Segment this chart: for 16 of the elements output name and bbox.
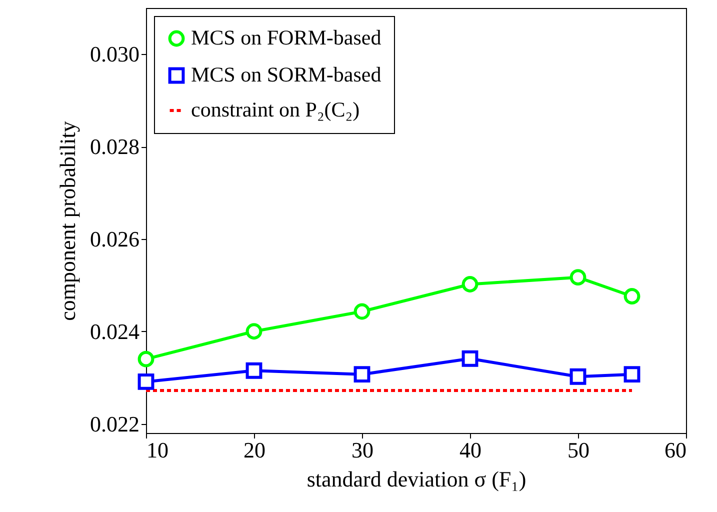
y-tick-label: 0.022 bbox=[90, 411, 140, 436]
x-tick-label: 50 bbox=[568, 438, 590, 462]
legend-label: MCS on FORM-based bbox=[191, 26, 382, 50]
x-tick-label: 30 bbox=[352, 438, 374, 462]
x-tick-label: 40 bbox=[460, 438, 482, 462]
y-axis-title: component probability bbox=[55, 121, 80, 321]
legend-label: constraint on P₂(C₂) bbox=[191, 98, 360, 122]
x-tick-label: 10 bbox=[146, 438, 168, 462]
y-tick-label: 0.028 bbox=[90, 134, 140, 160]
legend-label: MCS on SORM-based bbox=[191, 62, 382, 86]
x-tick-label: 60 bbox=[664, 438, 686, 462]
y-tick-label: 0.030 bbox=[90, 42, 140, 67]
y-tick-label: 0.026 bbox=[90, 226, 140, 252]
y-tick-label: 0.024 bbox=[90, 318, 140, 344]
x-axis-title: standard deviation σ (F₁) bbox=[306, 466, 526, 492]
x-tick-label: 20 bbox=[244, 438, 266, 462]
